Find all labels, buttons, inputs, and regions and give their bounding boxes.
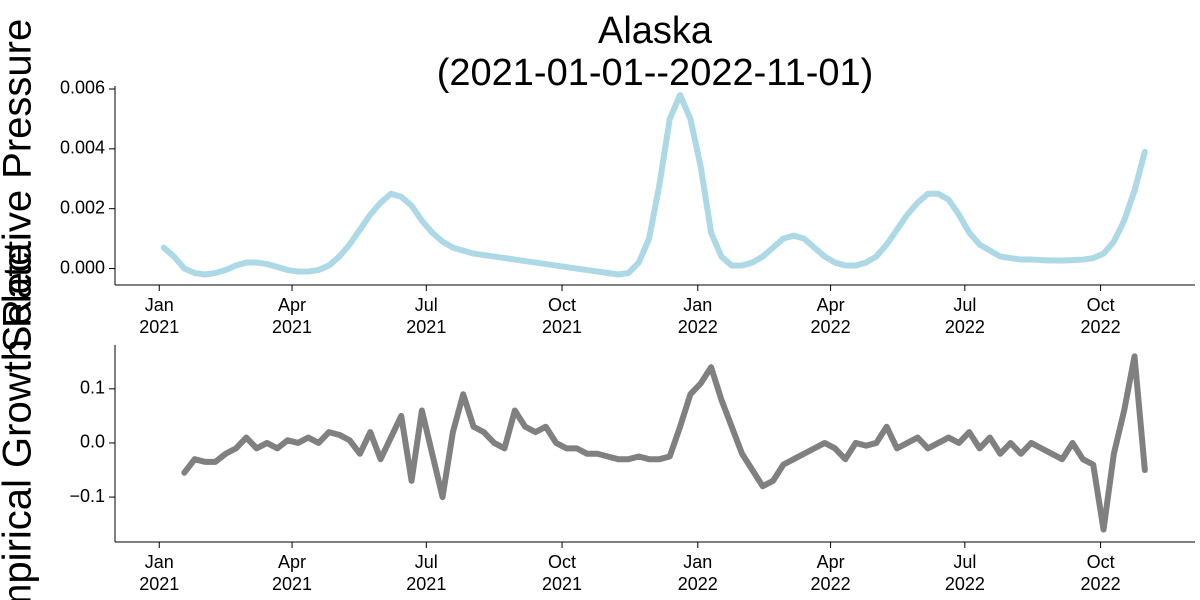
- x-tick-label: Jul: [953, 552, 976, 572]
- data-line: [160, 91, 1148, 278]
- x-tick-label: Jan: [145, 295, 174, 315]
- x-tick-label: Apr: [817, 295, 845, 315]
- x-tick-label: 2022: [1081, 317, 1121, 337]
- x-tick-label: 2022: [811, 574, 851, 594]
- x-tick-label: Jul: [415, 552, 438, 572]
- x-tick-label: Apr: [817, 552, 845, 572]
- x-tick-label: 2021: [272, 317, 312, 337]
- x-tick-label: 2022: [945, 574, 985, 594]
- x-tick-label: Oct: [1087, 552, 1115, 572]
- x-tick-label: 2022: [945, 317, 985, 337]
- x-tick-label: Apr: [278, 552, 306, 572]
- x-tick-label: Jan: [145, 552, 174, 572]
- x-tick-label: Jan: [683, 552, 712, 572]
- x-tick-label: 2022: [1081, 574, 1121, 594]
- y-tick-label: 0.006: [60, 78, 105, 98]
- x-tick-label: 2022: [678, 317, 718, 337]
- x-tick-label: Jan: [683, 295, 712, 315]
- x-tick-label: Jul: [953, 295, 976, 315]
- x-tick-label: 2022: [678, 574, 718, 594]
- y-tick-label: −0.1: [69, 486, 105, 506]
- x-tick-label: 2021: [406, 574, 446, 594]
- y-axis-label: Empirical Growth Rate: [0, 243, 40, 600]
- y-tick-label: 0.000: [60, 257, 105, 277]
- x-tick-label: 2021: [406, 317, 446, 337]
- x-tick-label: Oct: [1087, 295, 1115, 315]
- y-tick-label: 0.004: [60, 138, 105, 158]
- x-tick-label: 2021: [139, 317, 179, 337]
- y-tick-label: 0.0: [80, 432, 105, 452]
- x-tick-label: Oct: [548, 295, 576, 315]
- y-tick-label: 0.1: [80, 378, 105, 398]
- y-tick-label: 0.002: [60, 197, 105, 217]
- x-tick-label: 2021: [542, 317, 582, 337]
- data-line: [181, 353, 1148, 533]
- x-tick-label: 2021: [272, 574, 312, 594]
- x-tick-label: Apr: [278, 295, 306, 315]
- chart-title: Alaska: [598, 10, 713, 52]
- x-tick-label: Jul: [415, 295, 438, 315]
- y-axis-label: Selective Pressure: [0, 19, 40, 352]
- x-tick-label: 2021: [139, 574, 179, 594]
- chart-title: (2021-01-01--2022-11-01): [437, 52, 874, 94]
- x-tick-label: 2022: [811, 317, 851, 337]
- x-tick-label: 2021: [542, 574, 582, 594]
- x-tick-label: Oct: [548, 552, 576, 572]
